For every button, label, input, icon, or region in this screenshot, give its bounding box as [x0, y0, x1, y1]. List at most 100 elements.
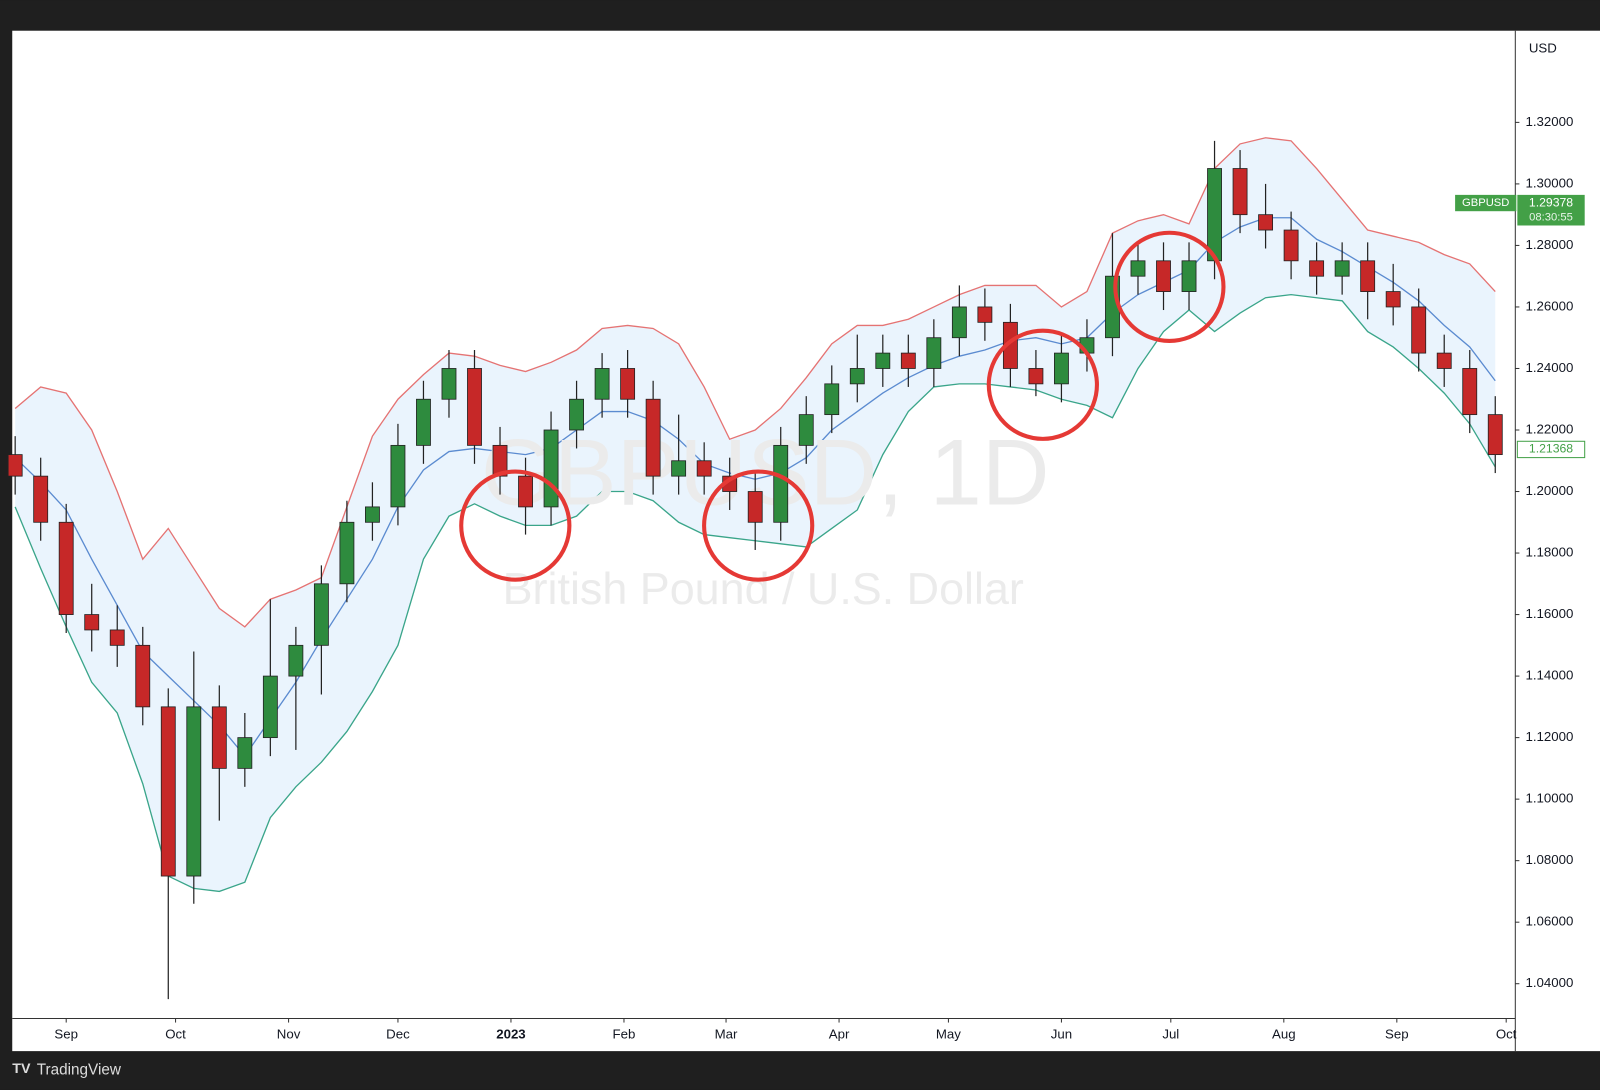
y-tick-label: 1.18000 — [1526, 545, 1574, 560]
y-tick-label: 1.06000 — [1526, 914, 1574, 929]
highlight-circle — [986, 328, 1099, 441]
candle-body — [1436, 352, 1452, 369]
y-tick-label: 1.30000 — [1526, 175, 1574, 190]
candle-body — [186, 706, 202, 877]
candle-body — [364, 506, 380, 523]
candle-body — [773, 444, 789, 523]
candle-body — [33, 475, 49, 523]
highlight-circle — [702, 469, 815, 582]
symbol-tag-time: 08:30:55 — [1529, 211, 1573, 223]
candle-body — [543, 429, 559, 508]
candle-body — [1309, 260, 1325, 277]
x-tick-label: 2023 — [496, 1026, 525, 1041]
x-tick-label: Nov — [277, 1026, 301, 1041]
x-tick-label: Jul — [1162, 1026, 1179, 1041]
x-tick-label: Apr — [829, 1026, 850, 1041]
symbol-tag-name: GBPUSD — [1462, 197, 1509, 209]
y-tick-label: 1.08000 — [1526, 852, 1574, 867]
candle-body — [798, 414, 814, 446]
y-tick-label: 1.04000 — [1526, 975, 1574, 990]
y-tick-label: 1.10000 — [1526, 791, 1574, 806]
candle-body — [1232, 168, 1248, 216]
last-price-box — [1516, 440, 1586, 459]
candle-body — [1462, 368, 1478, 416]
y-tick-label: 1.28000 — [1526, 237, 1574, 252]
candle-body — [1130, 260, 1146, 277]
x-tick-label: Aug — [1272, 1026, 1296, 1041]
candle-body — [237, 737, 253, 769]
candle-body — [1283, 229, 1299, 262]
x-tick-label: Oct — [1496, 1026, 1517, 1041]
candle-body — [1334, 260, 1350, 277]
band-line — [14, 137, 1496, 628]
candle-body — [671, 460, 687, 477]
candle-body — [109, 629, 125, 646]
candle-body — [211, 706, 227, 769]
candle-body — [313, 583, 329, 646]
candle-body — [288, 644, 304, 677]
symbol-tag-price-box — [1517, 194, 1585, 226]
candle-body — [594, 368, 610, 400]
x-tick-label: Mar — [715, 1026, 738, 1041]
candle-body — [977, 306, 993, 323]
brand-logo: TV — [12, 1061, 31, 1077]
x-tick-label: Dec — [386, 1026, 410, 1041]
watermark-subtitle: British Pound / U.S. Dollar — [503, 563, 1024, 614]
candle-body — [1054, 352, 1069, 385]
candle-body — [620, 368, 636, 400]
currency-label: USD — [1529, 41, 1557, 56]
x-tick-label: Jun — [1051, 1026, 1072, 1041]
axes: 1.04000 1.06000 1.08000 1.10000 1.12000 1.140… — [54, 114, 1573, 1041]
candle-body — [1181, 260, 1197, 292]
candle-body — [1385, 291, 1401, 308]
candle-body — [849, 368, 865, 385]
y-tick-label: 1.20000 — [1526, 483, 1574, 498]
last-price-label: 1.21368 — [1529, 442, 1573, 456]
candle-body — [84, 614, 100, 631]
candle-body — [1258, 214, 1274, 231]
candle-body — [58, 521, 74, 615]
candle-body — [1207, 168, 1222, 262]
candle-body — [645, 398, 661, 477]
candle-body — [135, 644, 151, 708]
symbol-tag-price: 1.29378 — [1529, 195, 1573, 209]
brand-name: TradingView — [37, 1062, 122, 1079]
candle-body — [262, 675, 278, 739]
x-tick-label: Sep — [1385, 1026, 1409, 1041]
candle-body — [160, 706, 176, 877]
candle-body — [1028, 368, 1044, 385]
y-tick-label: 1.24000 — [1526, 360, 1574, 375]
y-tick-label: 1.12000 — [1526, 729, 1574, 744]
candle-body — [926, 337, 942, 369]
x-tick-label: Feb — [613, 1026, 636, 1041]
x-tick-label: Oct — [165, 1026, 186, 1041]
candle-body — [824, 383, 840, 416]
candle-body — [747, 491, 763, 523]
candle-body — [441, 368, 457, 400]
candle-body — [696, 460, 712, 477]
candle-body — [1156, 260, 1171, 292]
candle-body — [900, 352, 916, 369]
candle-body — [1411, 306, 1427, 354]
symbol-tag-box — [1455, 194, 1517, 212]
candles — [7, 140, 1503, 1000]
candle-body — [951, 306, 967, 339]
x-tick-label: May — [936, 1026, 961, 1041]
candle-body — [1487, 414, 1503, 456]
candle-body — [7, 454, 23, 477]
price-tags: GBPUSD 1.29378 08:30:55 1.21368 — [1455, 194, 1586, 459]
y-tick-label: 1.22000 — [1526, 421, 1574, 436]
highlight-circle — [459, 469, 572, 582]
candle-body — [492, 444, 508, 477]
candle-body — [1360, 260, 1376, 292]
y-tick-label: 1.14000 — [1526, 668, 1574, 683]
y-tick-label: 1.32000 — [1526, 114, 1574, 129]
candle-body — [569, 398, 585, 431]
candle-body — [339, 521, 355, 585]
candle-body — [875, 352, 891, 369]
highlight-circles — [459, 230, 1226, 582]
candle-body — [518, 475, 533, 508]
candle-body — [390, 444, 406, 508]
